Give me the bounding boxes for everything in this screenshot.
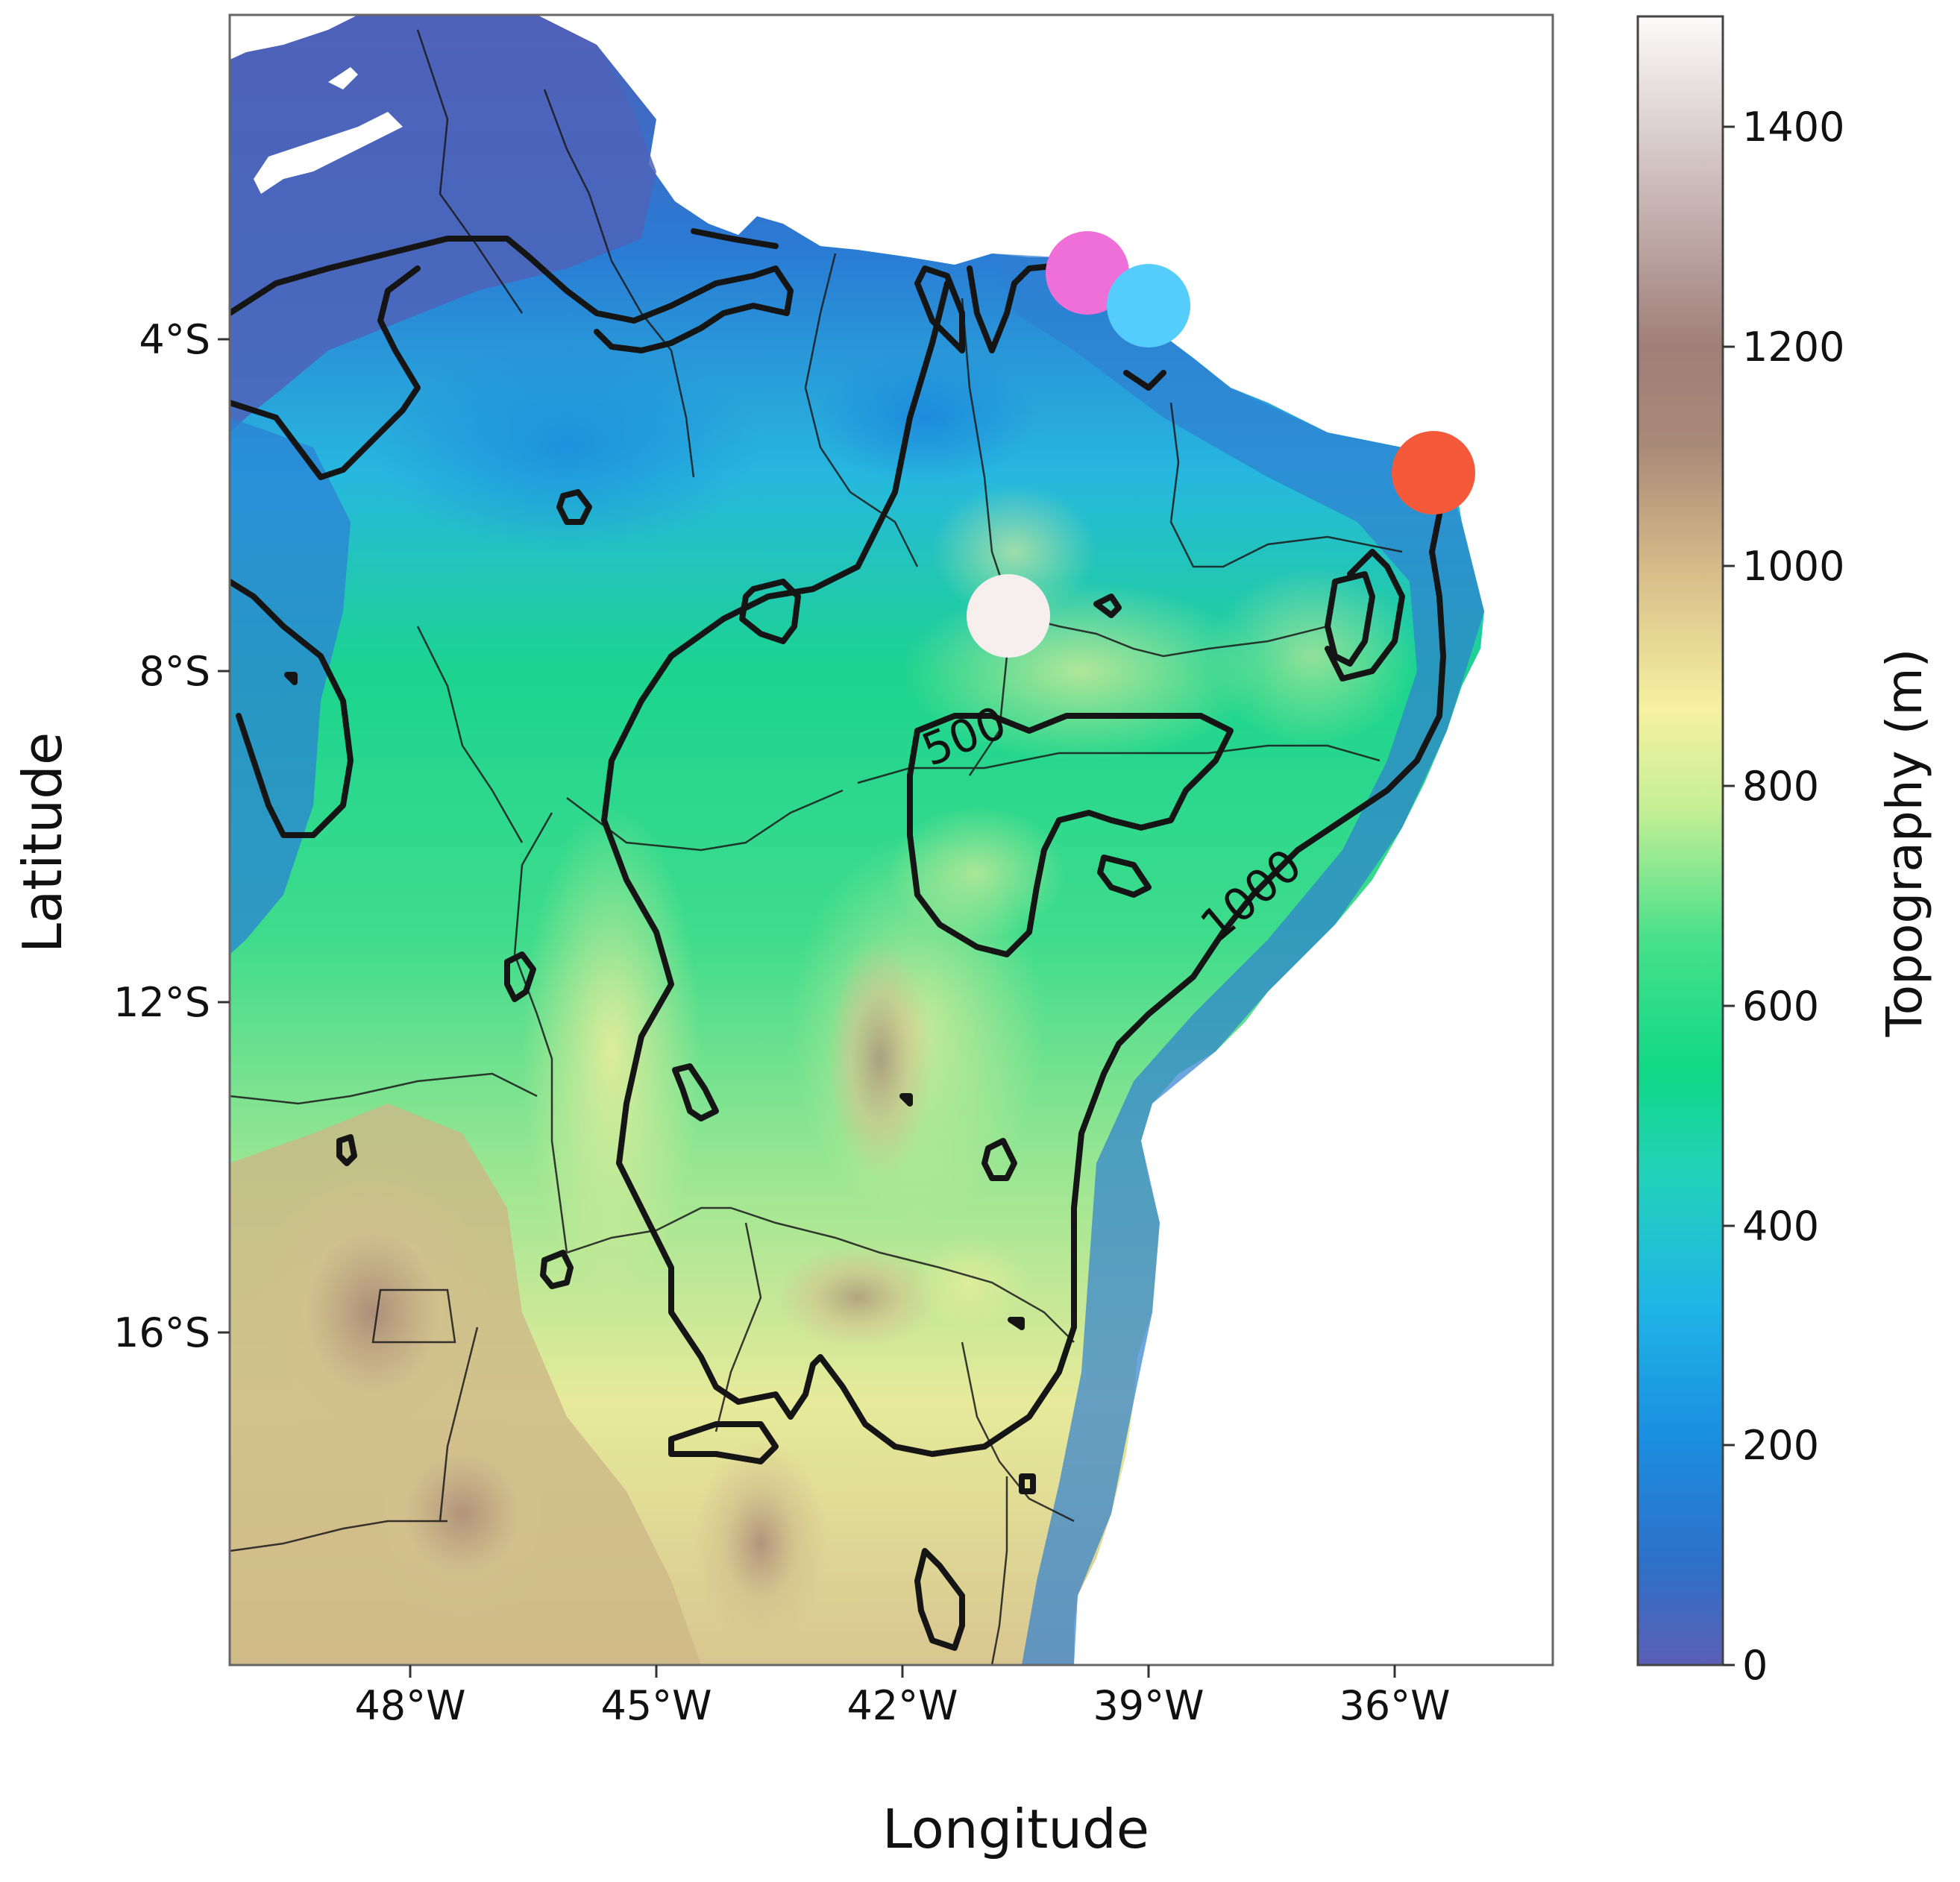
y-tick-label-12s: 12°S	[113, 979, 210, 1026]
x-tick-label-42w: 42°W	[846, 1682, 958, 1729]
x-axis-title: Longitude	[882, 1798, 1149, 1860]
marker-blue	[1107, 264, 1190, 347]
amazon-lowland	[230, 15, 656, 432]
colorbar: 0 200 400 600 800 1000 1200 1400 Topogra…	[1636, 15, 1933, 1689]
colorbar-frame	[1636, 15, 1724, 1667]
colorbar-tick-1000: 1000	[1742, 543, 1844, 590]
colorbar-tick-600: 600	[1742, 983, 1819, 1030]
marker-pink	[1046, 231, 1129, 315]
marker-red	[1392, 431, 1475, 514]
marker-white	[967, 574, 1050, 658]
x-tick-label-39w: 39°W	[1093, 1682, 1204, 1729]
marker-group	[967, 231, 1475, 658]
x-tick-label-45w: 45°W	[600, 1682, 712, 1729]
water-body-3	[328, 67, 358, 89]
y-axis-title: Latitude	[11, 732, 74, 953]
y-tick-label-8s: 8°S	[139, 648, 210, 695]
y-axis: 4°S 8°S 12°S 16°S Latitude	[11, 316, 230, 1356]
y-tick-label-4s: 4°S	[139, 316, 210, 363]
western-lowland	[230, 418, 351, 954]
water-body-2	[254, 112, 403, 194]
coastal-band	[992, 254, 1484, 1665]
elevation-contours	[230, 228, 1446, 1651]
colorbar-tick-0: 0	[1742, 1642, 1768, 1689]
colorbar-title: Topography (m)	[1876, 649, 1933, 1038]
state-borders	[230, 29, 1403, 1665]
colorbar-tick-800: 800	[1742, 763, 1819, 810]
colorbar-tick-1200: 1200	[1742, 324, 1844, 371]
x-axis: 48°W 45°W 42°W 39°W 36°W Longitude	[354, 1665, 1451, 1860]
colorbar-fill	[1638, 16, 1723, 1665]
map-frame	[228, 13, 1554, 1667]
water-body	[230, 15, 358, 60]
x-tick-label-48w: 48°W	[354, 1682, 465, 1729]
x-tick-label-36w: 36°W	[1339, 1682, 1450, 1729]
colorbar-tick-400: 400	[1742, 1203, 1819, 1250]
colorbar-tick-1400: 1400	[1742, 104, 1844, 151]
y-tick-label-16s: 16°S	[113, 1309, 210, 1356]
colorbar-tick-200: 200	[1742, 1422, 1819, 1469]
